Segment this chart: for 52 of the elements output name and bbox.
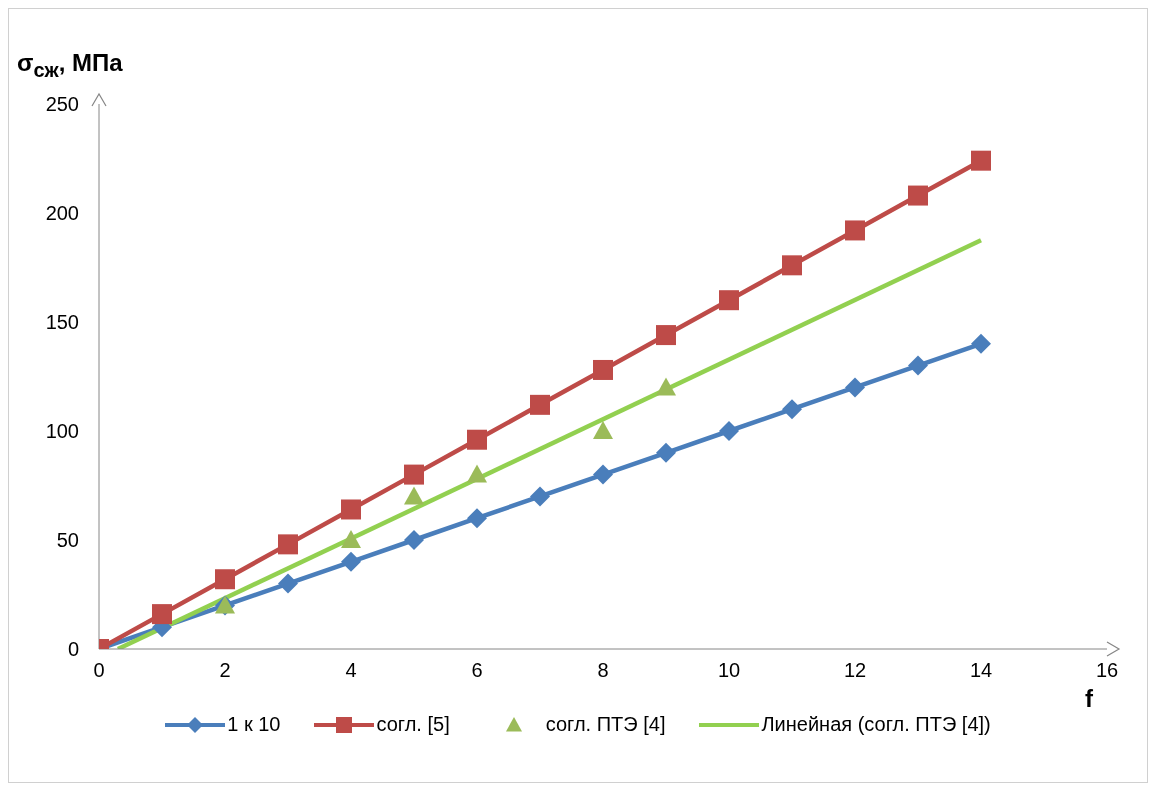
x-tick-label: 14 [969, 659, 993, 682]
point [278, 534, 298, 555]
x-axis-title: f [1085, 685, 1093, 712]
point [467, 464, 487, 483]
point [782, 399, 802, 420]
point [656, 325, 676, 346]
point [341, 530, 361, 548]
point [467, 429, 487, 450]
point [404, 486, 424, 505]
point [215, 569, 235, 590]
point [971, 333, 991, 354]
point [908, 185, 928, 206]
point [152, 604, 172, 625]
legend-label: согл. [5] [376, 713, 450, 736]
y-tick-label: 150 [45, 311, 79, 334]
x-tick-label: 10 [717, 659, 741, 682]
y-axis-title: σ$_{сж}$, МПа [17, 49, 123, 81]
y-tick-label: 200 [45, 202, 79, 225]
x-tick-label: 2 [219, 659, 231, 682]
legend-label: согл. ПТЭ [4] [545, 713, 666, 736]
y-tick-label: 250 [45, 93, 79, 116]
point [341, 551, 361, 572]
legend-label: Линейная (согл. ПТЭ [4]) [761, 713, 991, 736]
point [656, 377, 676, 396]
x-tick-label: 0 [93, 659, 105, 682]
y-tick-label: 0 [67, 638, 79, 661]
point [845, 377, 865, 398]
point [404, 464, 424, 485]
point [971, 150, 991, 171]
point [845, 220, 865, 241]
point [782, 255, 802, 276]
point [530, 486, 550, 507]
legend-label: 1 к 10 [227, 713, 281, 736]
point [719, 290, 739, 311]
point [467, 508, 487, 529]
point [530, 394, 550, 415]
point [593, 421, 613, 439]
x-tick-label: 8 [597, 659, 609, 682]
y-tick-label: 50 [56, 529, 79, 552]
point [656, 442, 676, 463]
point [593, 359, 613, 380]
point [719, 421, 739, 441]
point [341, 499, 361, 520]
x-tick-label: 6 [471, 659, 483, 682]
x-tick-label: 4 [345, 659, 357, 682]
x-tick-label: 16 [1095, 659, 1119, 682]
point [908, 355, 928, 376]
point [593, 464, 613, 485]
point [404, 530, 424, 550]
y-tick-label: 100 [45, 420, 79, 443]
point [278, 573, 298, 594]
x-tick-label: 12 [843, 659, 867, 682]
